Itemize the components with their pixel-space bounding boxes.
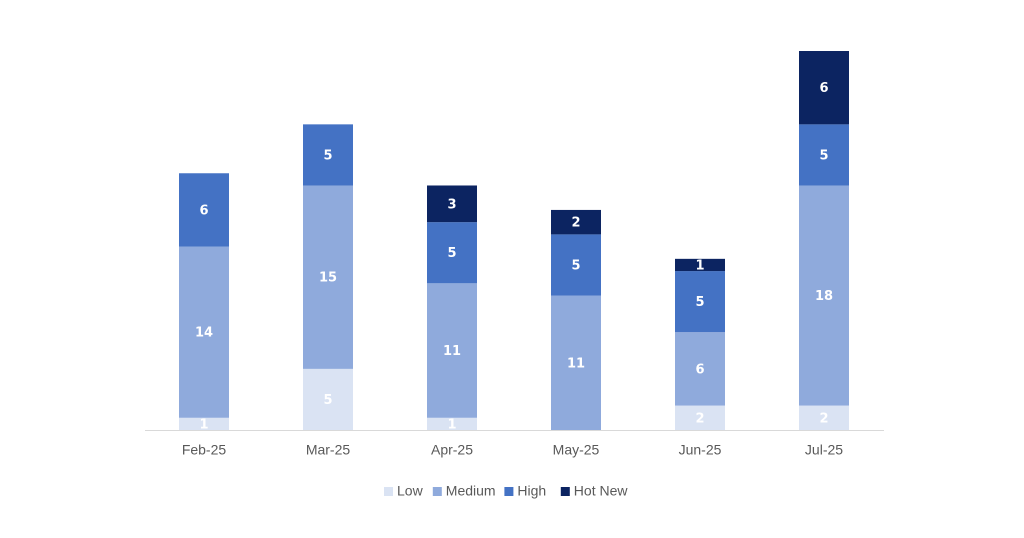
bar-segment	[551, 234, 601, 296]
bar-segment	[799, 124, 849, 186]
bar-segment	[427, 283, 477, 418]
data-label: 15	[319, 271, 337, 286]
data-label: 6	[199, 203, 208, 218]
bar-segment	[427, 185, 477, 223]
data-label: 5	[323, 148, 332, 163]
data-label: 6	[819, 81, 828, 96]
data-label: 1	[447, 417, 456, 432]
data-label: 5	[819, 148, 828, 163]
legend-label: Medium	[446, 483, 496, 499]
x-tick-label: Jul-25	[805, 442, 843, 458]
data-label: 3	[447, 197, 456, 212]
x-tick-label: Feb-25	[182, 442, 227, 458]
bar-segment	[427, 417, 477, 430]
data-label: 1	[199, 417, 208, 432]
data-label: 18	[815, 289, 833, 304]
bar-segment	[551, 209, 601, 235]
legend-label: High	[517, 483, 546, 499]
data-label: 5	[447, 246, 456, 261]
bar-segment	[551, 295, 601, 430]
data-label: 5	[695, 295, 704, 310]
bar-segment	[179, 173, 229, 247]
data-label: 5	[571, 258, 580, 273]
legend-swatch	[504, 487, 514, 496]
bar-segment	[799, 185, 849, 406]
data-label: 2	[695, 411, 704, 426]
data-label: 14	[195, 326, 213, 341]
x-tick-label: Apr-25	[431, 442, 473, 458]
data-label: 11	[567, 356, 585, 371]
legend-swatch	[560, 487, 570, 496]
bar-segment	[799, 405, 849, 430]
bar-segment	[675, 258, 725, 272]
data-label: 2	[571, 216, 580, 231]
data-label: 1	[695, 258, 704, 273]
bar-segment	[427, 222, 477, 284]
bar-segment	[303, 185, 353, 369]
legend-swatch	[384, 487, 393, 496]
data-label: 5	[323, 393, 332, 408]
bar-segment	[799, 51, 849, 125]
bar-segment	[303, 368, 353, 430]
bar-segment	[675, 405, 725, 430]
x-tick-label: Mar-25	[306, 442, 351, 458]
data-label: 6	[695, 362, 704, 377]
legend-label: Low	[397, 483, 424, 499]
legend-swatch	[432, 487, 442, 496]
bar-segment	[675, 271, 725, 333]
data-label: 2	[819, 411, 828, 426]
bar-segment	[675, 332, 725, 406]
x-tick-label: May-25	[553, 442, 600, 458]
data-label: 11	[443, 344, 461, 359]
legend-label: Hot New	[574, 483, 629, 499]
bar-segment	[179, 417, 229, 430]
x-tick-label: Jun-25	[679, 442, 722, 458]
bar-segment	[179, 246, 229, 418]
bar-segment	[303, 124, 353, 186]
